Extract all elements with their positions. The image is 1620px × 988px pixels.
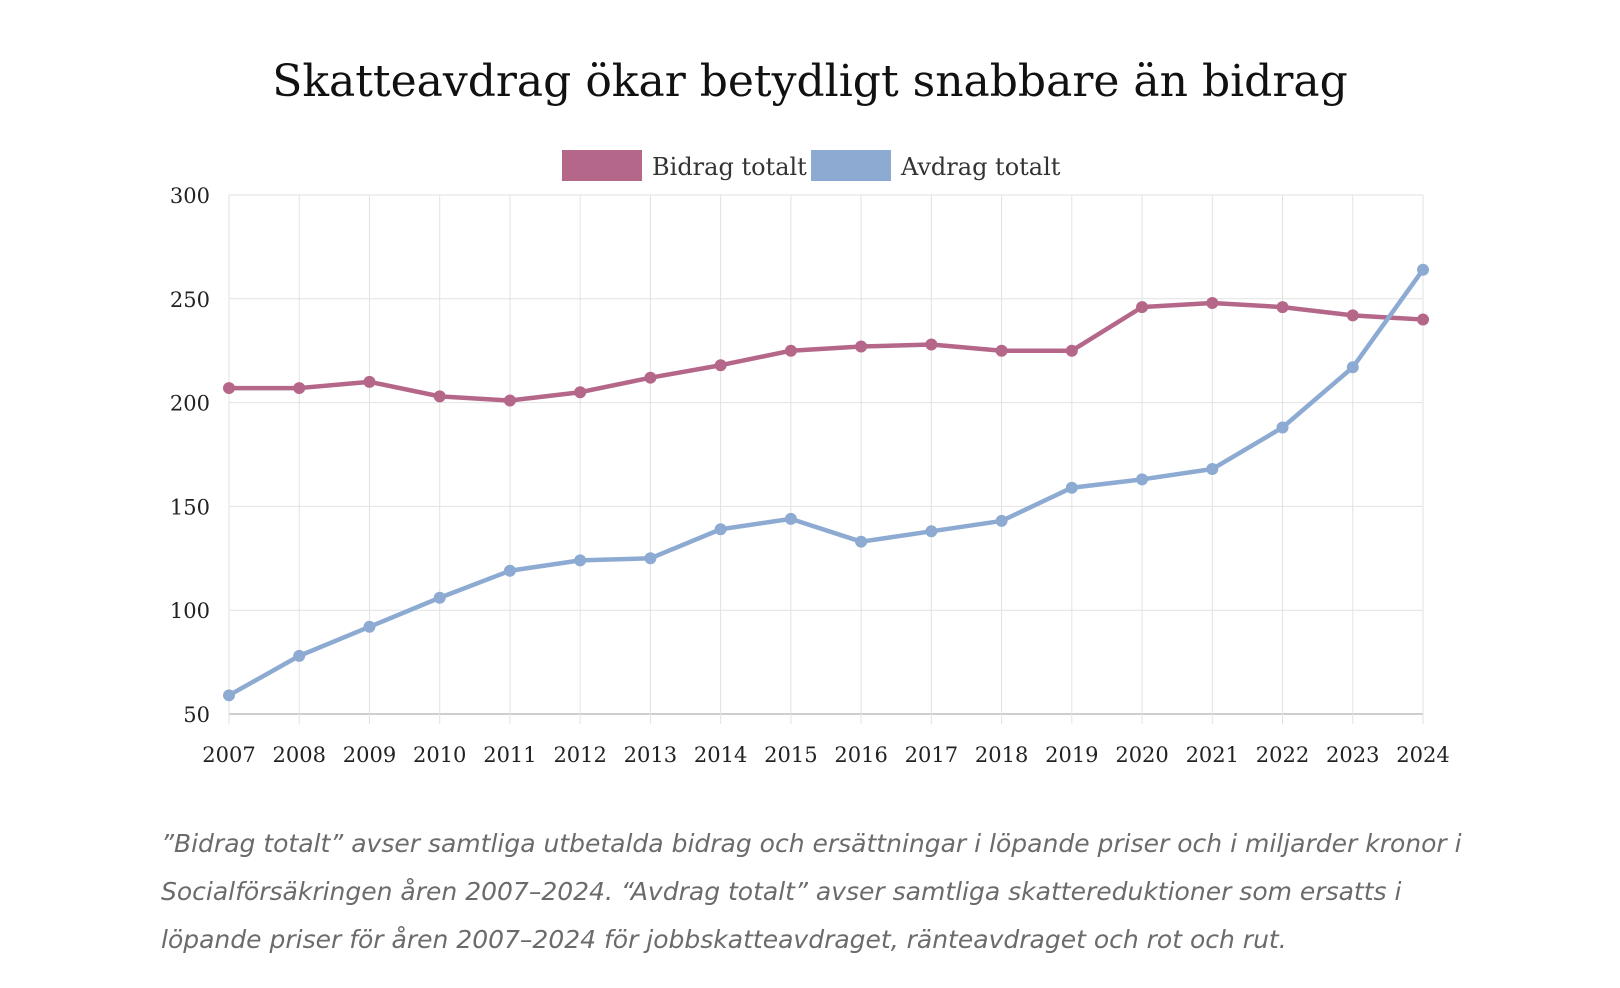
- line-chart: Skatteavdrag ökar betydligt snabbare än …: [170, 56, 1450, 767]
- x-tick-label: 2008: [273, 743, 326, 767]
- y-tick-label: 300: [170, 184, 210, 208]
- data-point-bidrag: [223, 382, 235, 395]
- data-point-bidrag: [1206, 296, 1219, 309]
- data-point-bidrag: [855, 340, 868, 353]
- x-axis-ticks: 2007 2008 2009 2010 2011 2012 2013 2014 2015 2016…: [202, 743, 1449, 767]
- data-point-bidrag: [1136, 301, 1149, 314]
- data-point-bidrag: [363, 375, 376, 388]
- chart-caption: ”Bidrag totalt” avser samtliga utbetalda…: [161, 829, 1462, 954]
- data-point-avdrag: [1346, 361, 1359, 374]
- x-tick-label: 2022: [1256, 743, 1309, 767]
- x-tick-label: 2014: [694, 743, 747, 767]
- x-tick-label: 2021: [1186, 743, 1239, 767]
- x-tick-label: 2017: [905, 743, 958, 767]
- data-point-bidrag: [574, 386, 587, 399]
- data-point-bidrag: [293, 382, 306, 395]
- data-point-bidrag: [1276, 301, 1289, 314]
- x-tick-label: 2016: [834, 743, 887, 767]
- x-tick-label: 2020: [1115, 743, 1168, 767]
- x-tick-label: 2009: [343, 743, 396, 767]
- x-tick-label: 2023: [1326, 743, 1379, 767]
- grid: [228, 194, 1424, 724]
- y-tick-label: 100: [170, 599, 210, 623]
- data-point-avdrag: [574, 554, 587, 567]
- legend-swatch-avdrag: [811, 150, 891, 181]
- data-point-avdrag: [363, 620, 376, 633]
- data-point-bidrag: [1417, 313, 1429, 326]
- legend: Bidrag totalt Avdrag totalt: [562, 150, 1061, 181]
- x-tick-label: 2013: [624, 743, 677, 767]
- series-line-bidrag: [226, 300, 1426, 403]
- data-point-avdrag: [1206, 463, 1219, 476]
- data-point-bidrag: [1065, 344, 1078, 357]
- x-tick-label: 2012: [553, 743, 606, 767]
- legend-swatch-bidrag: [562, 150, 642, 181]
- legend-label-bidrag: Bidrag totalt: [652, 153, 807, 181]
- x-tick-label: 2007: [202, 743, 255, 767]
- data-point-avdrag: [1417, 263, 1429, 276]
- data-point-avdrag: [433, 591, 446, 604]
- data-point-bidrag: [1346, 309, 1359, 322]
- series-group: [223, 263, 1429, 702]
- data-point-avdrag: [784, 512, 797, 525]
- y-axis-ticks: 50 100 150 200 250 300: [170, 184, 210, 727]
- chart-title: Skatteavdrag ökar betydligt snabbare än …: [272, 56, 1348, 107]
- x-tick-label: 2015: [764, 743, 817, 767]
- data-point-bidrag: [644, 371, 657, 384]
- x-tick-label: 2019: [1045, 743, 1098, 767]
- data-point-avdrag: [714, 523, 727, 536]
- data-point-bidrag: [714, 359, 727, 372]
- data-point-avdrag: [1136, 473, 1149, 486]
- data-point-avdrag: [855, 535, 868, 548]
- x-tick-label: 2018: [975, 743, 1028, 767]
- y-tick-label: 200: [170, 392, 210, 416]
- x-tick-label: 2010: [413, 743, 466, 767]
- legend-label-avdrag: Avdrag totalt: [900, 153, 1061, 181]
- data-point-avdrag: [644, 552, 657, 565]
- data-point-avdrag: [293, 649, 306, 662]
- data-point-avdrag: [1276, 421, 1289, 434]
- data-point-avdrag: [223, 689, 235, 702]
- data-point-avdrag: [503, 564, 516, 577]
- data-point-bidrag: [925, 338, 938, 351]
- series-line-avdrag: [226, 267, 1426, 698]
- data-point-avdrag: [1065, 481, 1078, 494]
- y-tick-label: 150: [170, 495, 210, 519]
- y-tick-label: 50: [183, 703, 210, 727]
- data-point-bidrag: [995, 344, 1008, 357]
- y-tick-label: 250: [170, 288, 210, 312]
- data-point-bidrag: [433, 390, 446, 403]
- x-tick-label: 2011: [483, 743, 536, 767]
- x-tick-label: 2024: [1396, 743, 1449, 767]
- data-point-bidrag: [784, 344, 797, 357]
- data-point-bidrag: [503, 394, 516, 407]
- data-point-avdrag: [995, 514, 1008, 527]
- data-point-avdrag: [925, 525, 938, 538]
